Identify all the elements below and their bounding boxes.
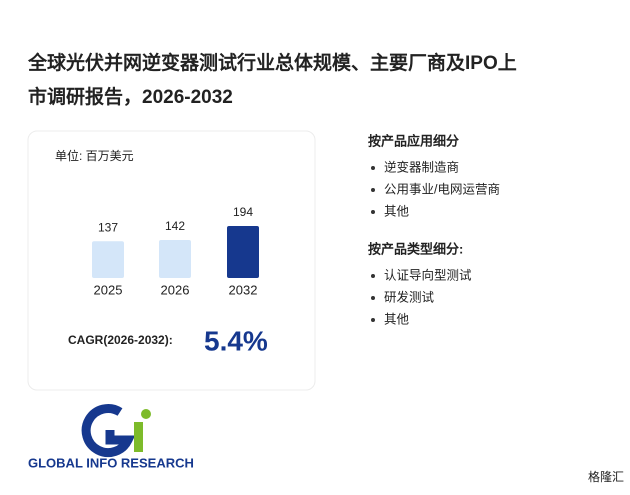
section-item: 其他 [384,312,410,326]
logo-dot [141,409,151,419]
section-item: 公用事业/电网运营商 [384,181,500,196]
value-label: 142 [165,219,185,233]
bar [227,226,259,278]
section-item: 认证导向型测试 [384,267,472,282]
bar [92,241,124,278]
logo-i [134,422,143,452]
bullet [371,210,375,214]
section-heading: 按产品类型细分: [368,241,463,256]
category-label: 2025 [94,282,123,297]
logo-g [81,404,136,457]
cagr-label: CAGR(2026-2032): [68,333,173,347]
bullet [371,318,375,322]
category-label: 2032 [229,282,258,297]
bullet [371,296,375,300]
title-line: 市调研报告，2026-2032 [28,85,233,108]
bullet [371,274,375,278]
unit-label: 单位: 百万美元 [55,148,134,163]
category-label: 2026 [161,282,190,297]
title-line: 全球光伏并网逆变器测试行业总体规模、主要厂商及IPO上 [27,51,517,74]
logo-text: GLOBAL INFO RESEARCH [28,455,194,470]
bullet [371,166,375,170]
value-label: 194 [233,205,253,219]
bar [159,239,191,278]
section-item: 研发测试 [384,289,435,304]
section-item: 其他 [384,204,410,218]
corner-brand: 格隆汇 [588,469,624,484]
bullet [371,188,375,192]
logo: GLOBAL INFO RESEARCH [28,404,194,470]
cagr-value: 5.4% [204,325,268,356]
section-heading: 按产品应用细分 [368,133,459,148]
value-label: 137 [98,220,118,234]
section-item: 逆变器制造商 [384,159,459,174]
